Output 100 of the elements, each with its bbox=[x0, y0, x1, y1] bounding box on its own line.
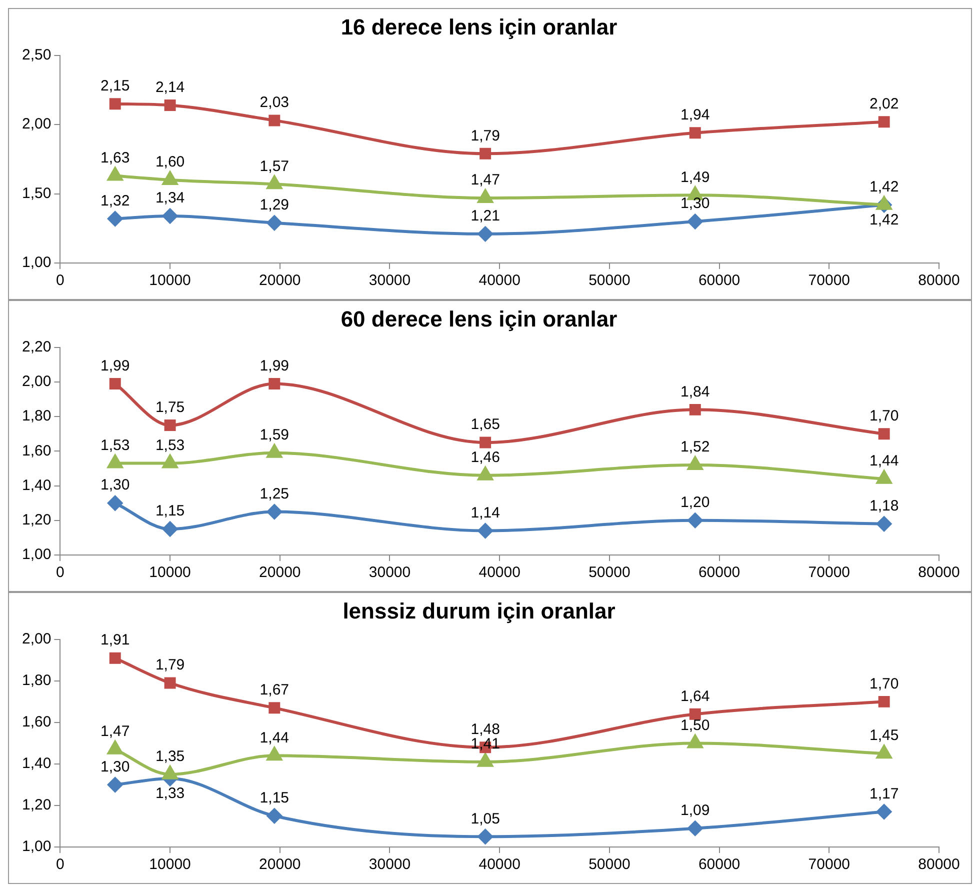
data-label: 1,64 bbox=[680, 688, 710, 705]
data-label: 1,91 bbox=[100, 632, 130, 649]
data-label: 1,32 bbox=[100, 192, 130, 210]
data-label: 1,75 bbox=[155, 398, 185, 416]
x-tick-label: 0 bbox=[56, 272, 64, 290]
data-label: 1,46 bbox=[470, 449, 500, 466]
data-label: 1,53 bbox=[100, 436, 130, 454]
data-label: 1,53 bbox=[155, 436, 185, 454]
data-label: 1,05 bbox=[470, 810, 500, 828]
x-tick-label: 60000 bbox=[698, 856, 740, 874]
y-tick-label: 1,00 bbox=[22, 254, 52, 272]
data-label: 1,59 bbox=[260, 426, 290, 444]
data-label: 1,15 bbox=[155, 502, 185, 520]
data-label: 1,18 bbox=[869, 498, 899, 514]
data-label: 2,02 bbox=[869, 95, 899, 112]
data-label: 1,42 bbox=[869, 212, 899, 229]
y-tick-label: 1,40 bbox=[22, 476, 52, 494]
x-tick-label: 40000 bbox=[478, 564, 520, 582]
x-tick-label: 30000 bbox=[368, 272, 411, 290]
data-label: 1,09 bbox=[680, 802, 710, 819]
data-label: 1,65 bbox=[470, 416, 500, 434]
y-tick-label: 2,20 bbox=[22, 338, 52, 356]
x-tick-label: 80000 bbox=[918, 272, 960, 290]
data-label: 1,33 bbox=[155, 785, 185, 802]
x-tick-label: 20000 bbox=[259, 564, 301, 582]
x-tick-label: 10000 bbox=[149, 272, 191, 290]
x-tick-label: 10000 bbox=[149, 564, 191, 582]
data-label: 1,45 bbox=[869, 727, 899, 744]
x-tick-label: 80000 bbox=[918, 564, 960, 582]
data-label: 1,30 bbox=[100, 476, 130, 494]
data-label: 1,35 bbox=[155, 748, 185, 765]
y-tick-label: 1,80 bbox=[22, 408, 52, 425]
x-tick-label: 50000 bbox=[588, 856, 630, 874]
chart-title: 16 derece lens için oranlar bbox=[340, 14, 618, 40]
x-tick-label: 60000 bbox=[698, 272, 740, 290]
y-tick-label: 1,40 bbox=[22, 755, 52, 772]
x-tick-label: 20000 bbox=[259, 272, 301, 290]
y-tick-label: 2,00 bbox=[22, 373, 52, 390]
data-label: 1,63 bbox=[100, 149, 130, 166]
data-label: 1,60 bbox=[155, 154, 185, 171]
y-tick-label: 1,20 bbox=[22, 512, 52, 529]
data-label: 1,15 bbox=[260, 790, 290, 806]
y-tick-label: 1,20 bbox=[22, 796, 52, 814]
x-tick-label: 50000 bbox=[588, 564, 630, 582]
x-tick-label: 30000 bbox=[368, 564, 411, 582]
y-tick-label: 2,00 bbox=[22, 116, 52, 133]
data-label: 1,29 bbox=[260, 196, 290, 214]
data-label: 1,44 bbox=[260, 729, 290, 746]
data-label: 1,25 bbox=[260, 485, 290, 502]
data-label: 1,70 bbox=[869, 408, 899, 425]
x-tick-label: 10000 bbox=[149, 856, 191, 874]
y-tick-label: 1,00 bbox=[22, 546, 52, 564]
data-label: 2,15 bbox=[100, 77, 130, 94]
data-label: 1,67 bbox=[260, 682, 290, 699]
data-label: 1,50 bbox=[680, 716, 710, 734]
data-label: 1,99 bbox=[100, 357, 130, 374]
chart-title: 60 derece lens için oranlar bbox=[340, 306, 618, 332]
x-tick-label: 70000 bbox=[808, 856, 850, 874]
data-label: 1,47 bbox=[470, 172, 500, 189]
data-label: 1,57 bbox=[260, 158, 290, 175]
data-label: 1,84 bbox=[680, 383, 710, 400]
y-tick-label: 1,60 bbox=[22, 442, 52, 460]
x-tick-label: 40000 bbox=[478, 856, 520, 874]
x-tick-label: 50000 bbox=[588, 272, 630, 290]
data-label: 1,20 bbox=[680, 494, 710, 512]
data-label: 2,03 bbox=[260, 94, 290, 112]
data-label: 1,70 bbox=[869, 675, 899, 692]
data-label: 1,99 bbox=[260, 357, 290, 374]
data-label: 1,79 bbox=[470, 127, 500, 144]
data-label: 1,30 bbox=[680, 195, 710, 212]
y-tick-label: 2,00 bbox=[22, 630, 52, 648]
x-tick-label: 60000 bbox=[698, 564, 740, 582]
y-tick-label: 1,00 bbox=[22, 838, 52, 856]
data-label: 1,42 bbox=[869, 178, 899, 196]
x-tick-label: 20000 bbox=[259, 856, 301, 874]
data-label: 1,17 bbox=[869, 785, 899, 802]
x-tick-label: 70000 bbox=[808, 272, 850, 290]
x-tick-label: 80000 bbox=[918, 856, 960, 874]
x-tick-label: 30000 bbox=[368, 856, 411, 874]
data-label: 1,14 bbox=[470, 504, 500, 522]
x-tick-label: 0 bbox=[56, 856, 64, 874]
data-label: 1,47 bbox=[100, 723, 130, 740]
data-label: 1,30 bbox=[100, 758, 130, 776]
data-label: 1,44 bbox=[869, 452, 899, 470]
data-label: 1,21 bbox=[470, 208, 500, 225]
data-label: 1,94 bbox=[680, 106, 710, 124]
chart-title: lenssiz durum için oranlar bbox=[342, 598, 616, 624]
data-label: 1,49 bbox=[680, 168, 710, 186]
x-tick-label: 70000 bbox=[808, 564, 850, 582]
x-tick-label: 40000 bbox=[478, 272, 520, 290]
x-tick-label: 0 bbox=[56, 564, 64, 582]
y-tick-label: 2,50 bbox=[22, 46, 52, 64]
y-tick-label: 1,80 bbox=[22, 672, 52, 690]
y-tick-label: 1,50 bbox=[22, 184, 52, 202]
data-label: 1,34 bbox=[155, 190, 185, 207]
data-label: 1,52 bbox=[680, 438, 710, 456]
y-tick-label: 1,60 bbox=[22, 714, 52, 731]
data-label: 1,48 bbox=[470, 720, 500, 738]
data-label: 1,79 bbox=[155, 656, 185, 674]
data-label: 2,14 bbox=[155, 78, 185, 96]
